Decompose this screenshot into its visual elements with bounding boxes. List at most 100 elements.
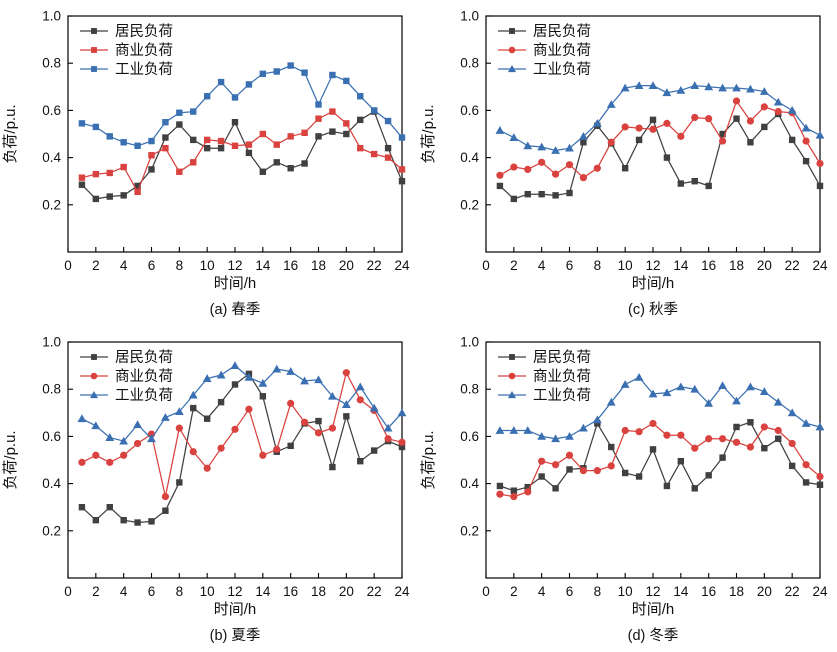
x-axis-label: 时间/h xyxy=(214,275,257,292)
x-tick-label: 16 xyxy=(283,584,298,599)
y-tick-label: 0.6 xyxy=(460,103,479,118)
chart-winter: 0 2 4 6 8 10 12 14 16 18 20 22 240.20.40.60.81.0居民负荷… xyxy=(420,335,828,645)
chart-panel-autumn: 0 2 4 6 8 10 12 14 16 18 20 22 24 0.2 0.4 0.6 0.8 1.0 居民负荷… xyxy=(418,0,837,326)
series-residential xyxy=(78,370,406,526)
y-axis-label: 负荷/p.u. xyxy=(420,430,437,489)
x-tick-label: 4 xyxy=(120,258,128,273)
y-tick-label: 0.8 xyxy=(42,56,61,71)
x-tick-label: 24 xyxy=(812,584,828,599)
x-tick-label: 10 xyxy=(200,584,215,599)
legend-label-residential: 居民负荷 xyxy=(115,349,173,366)
legend-label-commercial: 商业负荷 xyxy=(533,42,591,59)
x-tick-label: 8 xyxy=(594,258,602,273)
y-tick-label: 1.0 xyxy=(42,9,61,24)
legend-label-residential: 居民负荷 xyxy=(533,349,591,366)
x-tick-label: 16 xyxy=(283,258,298,273)
x-axis-label: 时间/h xyxy=(632,601,675,618)
x-tick-label: 2 xyxy=(92,258,100,273)
y-axis-label: 负荷/p.u. xyxy=(420,104,437,163)
x-tick-label: 0 xyxy=(482,584,490,599)
plot-area-spring: 0 2 4 6 8 10 12 14 16 18 20 22 240.20.40.60.81.0居民负荷… xyxy=(42,9,410,274)
x-tick-label: 22 xyxy=(367,258,382,273)
x-tick-label: 18 xyxy=(729,258,744,273)
x-axis-label: 时间/h xyxy=(632,275,675,292)
series-residential xyxy=(496,110,824,203)
y-tick-label: 0.4 xyxy=(460,476,479,491)
x-tick-label: 20 xyxy=(757,584,772,599)
x-tick-label: 14 xyxy=(255,584,271,599)
axes: 0 2 4 6 8 10 12 14 16 18 20 22 240.20.40.60.81.0 xyxy=(460,335,828,600)
series-commercial xyxy=(496,97,824,182)
chart-panel-summer: 0 2 4 6 8 10 12 14 16 18 20 22 24 0.2 0.4 0.6 0.8 1.0 居民负荷… xyxy=(0,326,418,652)
x-tick-label: 22 xyxy=(785,584,800,599)
x-tick-label: 4 xyxy=(538,258,546,273)
x-tick-label: 16 xyxy=(701,584,716,599)
y-tick-label: 1.0 xyxy=(460,335,479,350)
x-tick-label: 12 xyxy=(645,258,660,273)
x-tick-label: 2 xyxy=(510,258,518,273)
chart-caption-winter: (d) 冬季 xyxy=(628,627,679,644)
chart-summer: 0 2 4 6 8 10 12 14 16 18 20 22 240.20.40.60.81.0居民负荷… xyxy=(2,335,410,645)
axes: 0 2 4 6 8 10 12 14 16 18 20 22 240.20.40.60.81.0 xyxy=(42,335,410,600)
x-tick-label: 12 xyxy=(645,584,660,599)
x-tick-label: 8 xyxy=(594,584,602,599)
x-tick-label: 14 xyxy=(673,584,689,599)
y-tick-label: 0.8 xyxy=(42,382,61,397)
y-tick-label: 0.6 xyxy=(460,429,479,444)
x-tick-label: 8 xyxy=(176,258,184,273)
x-tick-label: 12 xyxy=(227,584,242,599)
y-tick-label: 0.4 xyxy=(460,150,479,165)
x-tick-label: 24 xyxy=(812,258,828,273)
series-commercial xyxy=(496,419,824,501)
y-tick-label: 0.6 xyxy=(42,429,61,444)
series-industrial xyxy=(495,373,825,443)
y-tick-label: 0.2 xyxy=(460,197,479,212)
x-tick-label: 24 xyxy=(394,258,410,273)
x-tick-label: 4 xyxy=(120,584,128,599)
y-axis-label: 负荷/p.u. xyxy=(2,104,19,163)
y-tick-label: 0.4 xyxy=(42,476,61,491)
chart-caption-autumn: (c) 秋季 xyxy=(628,301,678,318)
x-tick-label: 18 xyxy=(729,584,744,599)
axes: 0 2 4 6 8 10 12 14 16 18 20 22 240.20.40.60.81.0 xyxy=(42,9,410,274)
series-industrial xyxy=(78,62,406,149)
series-residential xyxy=(496,419,824,494)
chart-caption-spring: (a) 春季 xyxy=(210,301,261,318)
x-tick-label: 10 xyxy=(618,584,633,599)
plot-area-autumn: 0 2 4 6 8 10 12 14 16 18 20 22 240.20.40.60.81.0居民负荷… xyxy=(460,9,828,274)
legend-label-commercial: 商业负荷 xyxy=(533,368,591,385)
y-tick-label: 0.2 xyxy=(42,523,61,538)
chart-spring: 0 2 4 6 8 10 12 14 16 18 20 22 240.20.40.60.81.0居民负荷… xyxy=(2,9,410,319)
x-tick-label: 18 xyxy=(311,584,326,599)
y-tick-label: 0.4 xyxy=(42,150,61,165)
x-tick-label: 24 xyxy=(394,584,410,599)
chart-panel-spring: 0 2 4 6 8 10 12 14 16 18 20 22 24 0.2 0.4 0.6 0.8 1.0 居民负荷… xyxy=(0,0,418,326)
y-tick-label: 1.0 xyxy=(42,335,61,350)
x-tick-label: 2 xyxy=(92,584,100,599)
x-tick-label: 2 xyxy=(510,584,518,599)
x-tick-label: 16 xyxy=(701,258,716,273)
legend-label-commercial: 商业负荷 xyxy=(115,42,173,59)
x-tick-label: 4 xyxy=(538,584,546,599)
x-tick-label: 6 xyxy=(566,258,574,273)
x-tick-label: 20 xyxy=(339,584,354,599)
x-axis-label: 时间/h xyxy=(214,601,257,618)
x-tick-label: 0 xyxy=(64,258,72,273)
y-tick-label: 0.8 xyxy=(460,56,479,71)
x-tick-label: 18 xyxy=(311,258,326,273)
series-commercial xyxy=(78,369,406,501)
y-tick-label: 0.2 xyxy=(42,197,61,212)
x-tick-label: 14 xyxy=(255,258,271,273)
x-tick-label: 20 xyxy=(757,258,772,273)
y-tick-label: 0.8 xyxy=(460,382,479,397)
x-tick-label: 20 xyxy=(339,258,354,273)
chart-caption-summer: (b) 夏季 xyxy=(210,627,261,644)
legend-label-industrial: 工业负荷 xyxy=(115,61,173,78)
x-tick-label: 6 xyxy=(566,584,574,599)
x-tick-label: 10 xyxy=(200,258,215,273)
y-tick-label: 0.6 xyxy=(42,103,61,118)
